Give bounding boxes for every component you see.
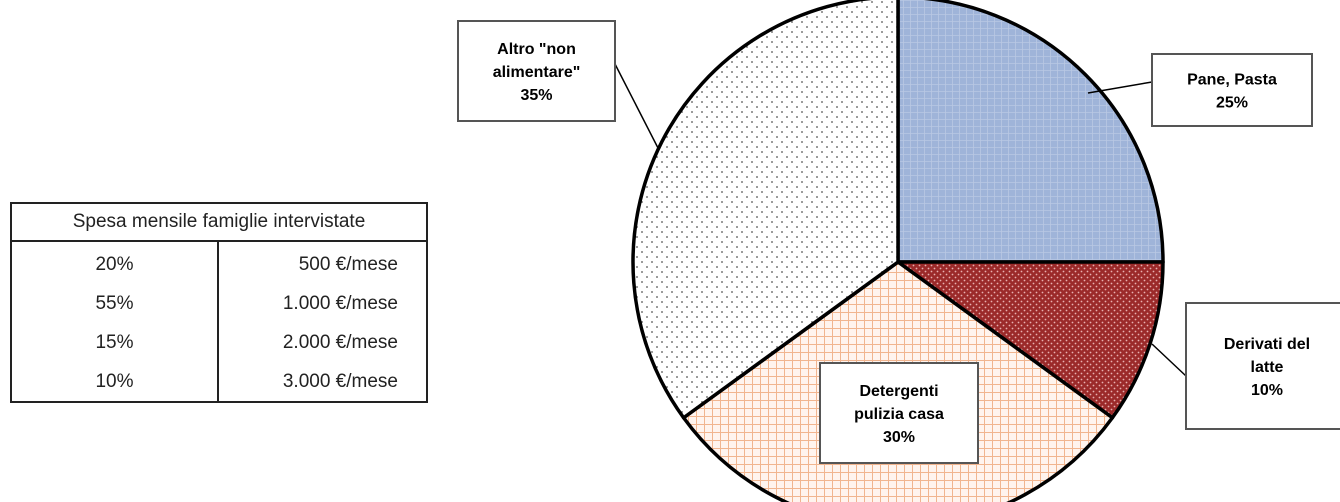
slice-label: latte [1251, 359, 1284, 376]
slice-value-label: 10% [1251, 382, 1283, 399]
slice-label: pulizia casa [854, 406, 944, 423]
slice-detergenti-pulizia-casa-callout: Detergenti pulizia casa 30% [820, 363, 978, 463]
slice-value-label: 35% [520, 87, 552, 104]
slice-label: alimentare" [493, 64, 581, 81]
slice-derivati-del-latte-leader-line [1152, 344, 1186, 376]
slice-altro-non-alimentare-callout: Altro "non alimentare" 35% [458, 21, 615, 121]
slice-value-label: 30% [883, 429, 915, 446]
slice-altro-non-alimentare-leader-line [615, 64, 658, 148]
slice-value-label: 25% [1216, 95, 1248, 112]
slice-pane-pasta [898, 0, 1163, 262]
slice-label: Detergenti [859, 383, 938, 400]
slice-label: Derivati del [1224, 336, 1310, 353]
slice-label: Pane, Pasta [1187, 72, 1277, 89]
slice-derivati-del-latte-callout: Derivati del latte 10% [1186, 303, 1340, 429]
slice-pane-pasta-callout: Pane, Pasta 25% [1152, 54, 1312, 126]
slice-label: Altro "non [497, 41, 576, 58]
callout-box [1152, 54, 1312, 126]
